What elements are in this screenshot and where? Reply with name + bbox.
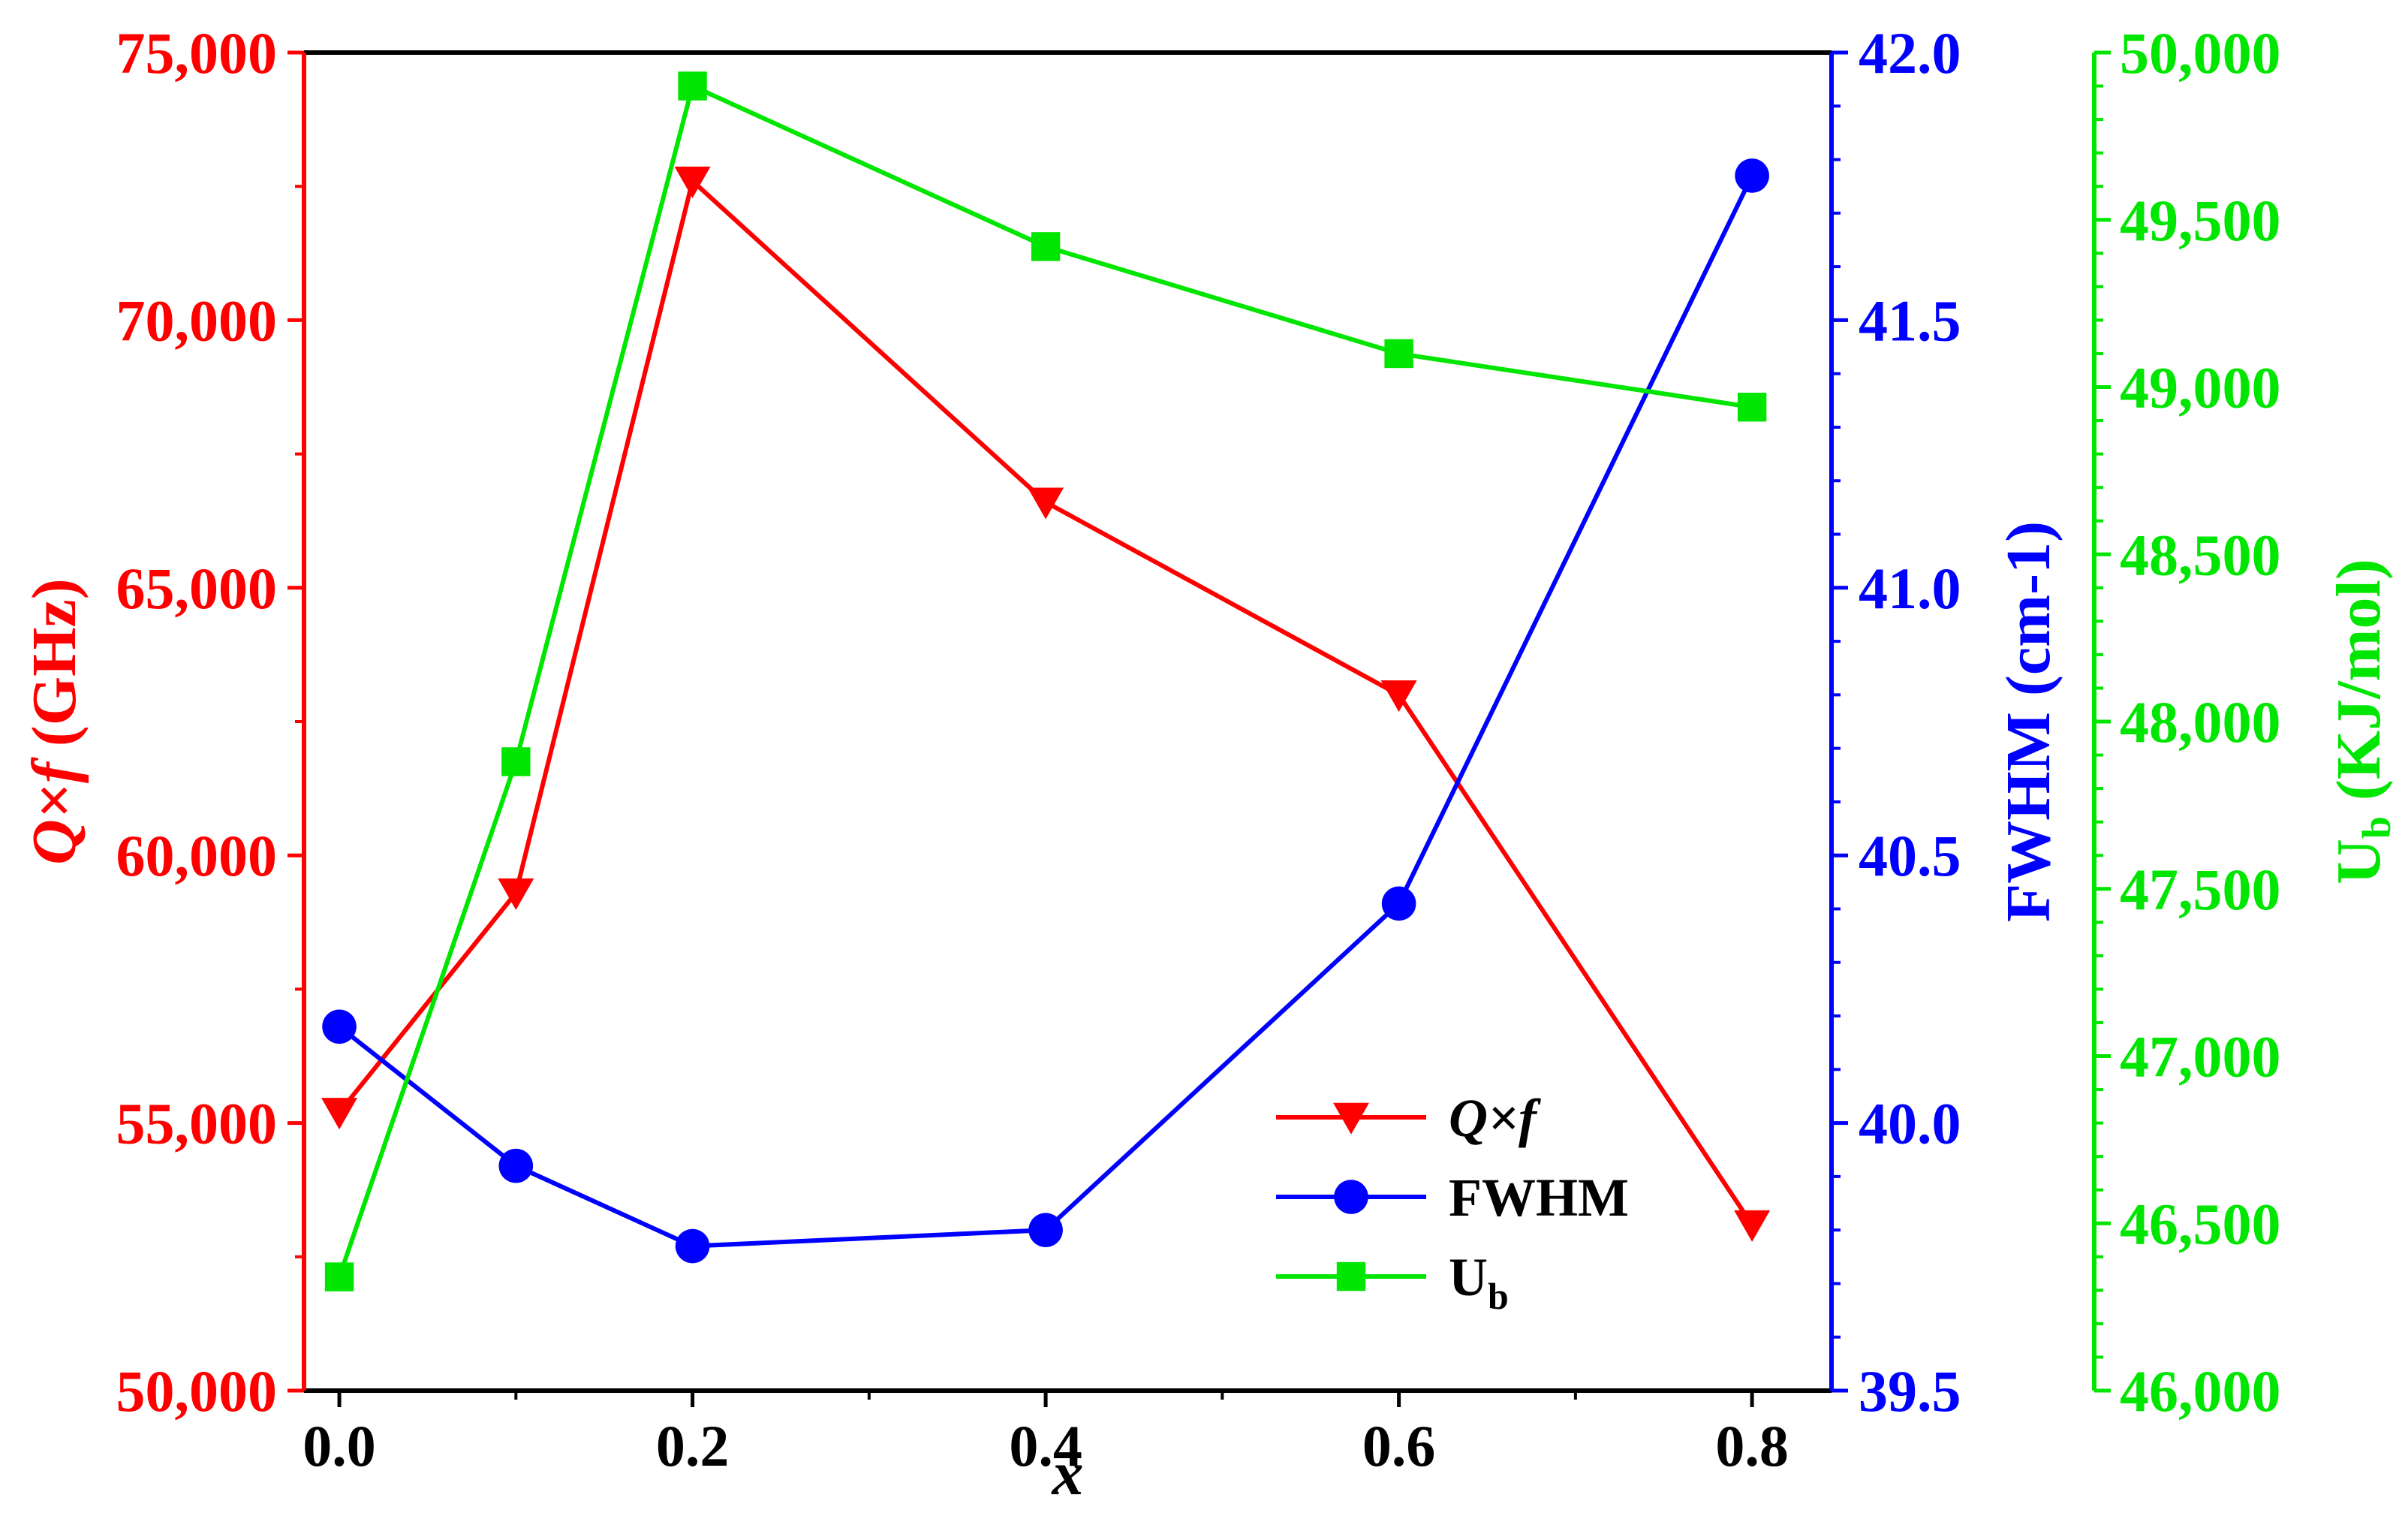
legend-marker xyxy=(1336,1261,1366,1291)
data-point-u-b xyxy=(678,71,707,101)
data-point-fwhm xyxy=(1028,1213,1063,1247)
data-point-u-b xyxy=(1031,232,1061,261)
fwhm-tick-label: 42.0 xyxy=(1859,20,1961,86)
ub-tick-label: 50,000 xyxy=(2120,20,2281,86)
data-point-q-f xyxy=(321,1098,358,1130)
data-point-fwhm xyxy=(1735,158,1769,193)
fwhm-tick-label: 39.5 xyxy=(1859,1358,1961,1424)
fwhm-tick-label: 40.0 xyxy=(1859,1091,1961,1156)
legend-label: Q×f xyxy=(1449,1088,1541,1148)
left-tick-label: 55,000 xyxy=(116,1091,278,1156)
series-line-u-b xyxy=(337,83,1753,1278)
left-tick-label: 75,000 xyxy=(116,20,278,86)
legend-marker xyxy=(1333,1102,1369,1135)
legend: Q×f FWHM Ub xyxy=(1276,1088,1629,1317)
ub-tick-label: 46,000 xyxy=(2120,1358,2281,1424)
left-axis-title-rest: (GHz) xyxy=(20,578,89,762)
data-point-u-b xyxy=(1384,339,1413,369)
fwhm-tick-label: 40.5 xyxy=(1859,823,1961,888)
data-point-u-b xyxy=(1737,393,1767,422)
legend-item-q-f: Q×f xyxy=(1276,1088,1541,1148)
series-line-q-f xyxy=(337,176,1754,1226)
series-u-b xyxy=(324,71,1767,1291)
ub-tick-label: 46,500 xyxy=(2120,1191,2281,1256)
x-tick-label: 0.0 xyxy=(303,1413,376,1478)
x-tick-label: 0.6 xyxy=(1362,1413,1436,1478)
x-tick-label: 0.2 xyxy=(656,1413,730,1478)
ub-tick-label: 49,000 xyxy=(2120,355,2281,420)
x-tick-label: 0.4 xyxy=(1009,1413,1082,1478)
legend-item-u-b: Ub xyxy=(1276,1247,1509,1317)
x-tick-label: 0.8 xyxy=(1715,1413,1789,1478)
fwhm-tick-label: 41.0 xyxy=(1859,556,1961,621)
legend-label: Ub xyxy=(1449,1247,1509,1317)
ub-tick-label: 49,500 xyxy=(2120,188,2281,253)
x-axis-title: x xyxy=(1051,1439,1084,1508)
series-line-fwhm xyxy=(338,174,1754,1249)
series-layer xyxy=(321,71,1771,1291)
data-point-fwhm xyxy=(1381,886,1416,921)
ub-tick-label: 48,500 xyxy=(2120,522,2281,587)
data-point-fwhm xyxy=(322,1009,357,1044)
series-fwhm xyxy=(322,158,1769,1264)
left-tick-label: 70,000 xyxy=(116,288,278,353)
legend-label: FWHM xyxy=(1449,1168,1629,1228)
data-point-fwhm xyxy=(498,1148,534,1183)
data-point-q-f xyxy=(674,166,711,198)
ub-axis-title-main: U xyxy=(2324,839,2394,885)
data-point-q-f xyxy=(498,878,534,910)
left-tick-label: 60,000 xyxy=(116,823,278,888)
data-point-u-b xyxy=(501,747,531,776)
data-point-q-f xyxy=(1380,680,1417,713)
data-point-u-b xyxy=(324,1262,354,1291)
fwhm-axis-title: FWHM (cm-1) xyxy=(1994,521,2063,922)
left-tick-label: 65,000 xyxy=(116,556,278,621)
axis-ticks xyxy=(287,50,2111,1407)
tick-labels: 0.0 0.2 0.4 0.6 0.8 50,000 55,000 60,000 65,000 7… xyxy=(116,20,2281,1478)
ub-axis-title-rest: (KJ/mol) xyxy=(2324,559,2394,816)
left-tick-label: 50,000 xyxy=(116,1358,278,1424)
data-point-q-f xyxy=(1028,487,1064,520)
legend-marker xyxy=(1334,1180,1368,1214)
ub-axis-title: Ub (KJ/mol) xyxy=(2324,559,2399,885)
fwhm-tick-label: 41.5 xyxy=(1859,288,1961,353)
ub-tick-label: 47,000 xyxy=(2120,1024,2281,1090)
ub-tick-label: 47,500 xyxy=(2120,857,2281,922)
series-q-f xyxy=(321,166,1771,1242)
data-point-fwhm xyxy=(675,1228,710,1264)
left-axis-title-italic: Q×f xyxy=(20,757,89,865)
ub-tick-label: 48,000 xyxy=(2120,689,2281,755)
left-axis-title: Q×f (GHz) xyxy=(20,578,89,864)
legend-item-fwhm: FWHM xyxy=(1276,1168,1629,1228)
ub-axis-title-sub: b xyxy=(2354,816,2399,839)
data-point-q-f xyxy=(1734,1210,1771,1242)
